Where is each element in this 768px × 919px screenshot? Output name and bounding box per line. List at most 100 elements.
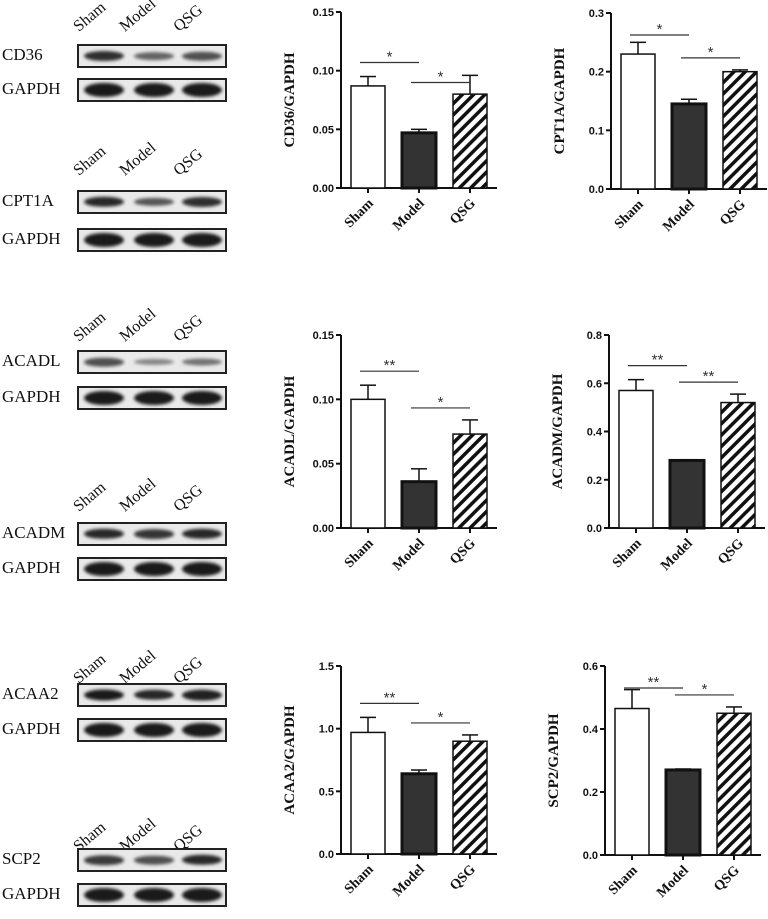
y-tick-label: 0.15 — [313, 7, 334, 19]
y-tick-label: 0.00 — [313, 183, 334, 195]
protein-band — [84, 855, 124, 865]
protein-band — [134, 358, 174, 366]
y-tick-label: 0.05 — [313, 124, 334, 136]
target-protein-label: CD36 — [2, 45, 43, 64]
x-tick-label: Model — [654, 863, 692, 901]
y-tick-label: 0.5 — [319, 786, 334, 798]
target-protein-label: ACADM — [2, 523, 66, 542]
bar-model — [668, 458, 706, 530]
y-tick-label: 1.5 — [319, 661, 334, 673]
x-tick-label: Sham — [342, 536, 377, 571]
y-tick-label: 0.0 — [583, 850, 598, 862]
y-axis-label: SCP2/GAPDH — [546, 713, 562, 808]
x-tick-label: Sham — [612, 197, 647, 232]
protein-band — [134, 562, 174, 576]
chart-acadl: 0.00 0.05 0.10 0.15 ACADL/GAPDH Sham Model QSG *… — [282, 330, 497, 574]
bar-sham — [350, 398, 386, 529]
y-tick-label: 0.6 — [583, 661, 598, 673]
significance-marker: ** — [384, 357, 396, 374]
x-tick-label: QSG — [715, 536, 747, 568]
protein-band — [182, 854, 222, 866]
y-axis-label: ACADM/GAPDH — [550, 373, 566, 489]
y-tick-label: 0.10 — [313, 394, 334, 406]
x-tick-label: QSG — [447, 862, 479, 894]
x-tick-label: Sham — [606, 863, 641, 898]
target-blot-strip — [77, 848, 227, 872]
x-tick-label: QSG — [717, 197, 749, 229]
y-tick-label: 0.10 — [313, 66, 334, 78]
y-tick-label: 0.4 — [583, 724, 599, 736]
chart-cd36: 0.00 0.05 0.10 0.15 CD36/GAPDH Sham Model QSG * * — [282, 7, 497, 234]
protein-band — [84, 83, 124, 97]
bar-sham — [614, 707, 650, 856]
bar-sham — [618, 389, 654, 529]
target-protein-label: ACADL — [2, 351, 61, 370]
x-tick-label: QSG — [447, 196, 479, 228]
protein-band — [134, 529, 174, 539]
bar-qsg — [452, 433, 488, 529]
bar-qsg — [722, 70, 758, 190]
bar-model — [670, 102, 708, 191]
x-tick-label: Sham — [342, 196, 377, 231]
protein-band — [134, 855, 174, 865]
significance-marker: * — [657, 21, 663, 38]
y-tick-label: 1.0 — [319, 724, 334, 736]
bar-qsg — [452, 740, 488, 855]
bar-model — [400, 131, 438, 190]
bar-model — [400, 480, 438, 530]
x-tick-label: Model — [390, 862, 428, 900]
protein-band — [84, 357, 124, 367]
significance-marker: ** — [652, 352, 664, 369]
y-axis-label: ACADL/GAPDH — [282, 375, 298, 487]
control-protein-label: GAPDH — [2, 229, 61, 248]
control-protein-label: GAPDH — [2, 719, 61, 738]
protein-band — [182, 196, 222, 208]
y-tick-label: 0.2 — [587, 475, 602, 487]
bar-sham — [350, 85, 386, 189]
x-tick-label: Model — [660, 197, 698, 235]
y-tick-label: 0.05 — [313, 459, 334, 471]
y-tick-label: 0.0 — [319, 849, 334, 861]
x-tick-label: QSG — [711, 863, 743, 895]
control-blot-strip — [77, 228, 227, 252]
significance-marker: * — [438, 394, 444, 411]
target-blot-strip — [77, 190, 227, 214]
protein-band — [182, 391, 222, 405]
y-tick-label: 0.0 — [589, 184, 604, 196]
y-tick-label: 0.2 — [583, 787, 598, 799]
control-protein-label: GAPDH — [2, 79, 61, 98]
significance-marker: * — [438, 709, 444, 726]
control-protein-label: GAPDH — [2, 387, 61, 406]
protein-band — [182, 888, 222, 902]
control-protein-label: GAPDH — [2, 884, 61, 903]
target-blot-strip — [77, 683, 227, 707]
y-tick-label: 0.0 — [587, 523, 602, 535]
x-tick-label: Sham — [342, 862, 377, 897]
bar-sham — [620, 53, 656, 190]
bar-qsg — [720, 401, 756, 529]
protein-band — [134, 233, 174, 247]
protein-band — [134, 197, 174, 207]
significance-marker: * — [708, 44, 714, 61]
protein-band — [182, 83, 222, 97]
y-tick-label: 0.3 — [589, 8, 604, 20]
bar-model — [664, 768, 702, 857]
significance-marker: ** — [384, 689, 396, 706]
protein-band — [134, 52, 174, 60]
chart-cpt1a: 0.0 0.1 0.2 0.3 CPT1A/GAPDH Sham Model QSG * * — [552, 8, 767, 235]
protein-band — [182, 233, 222, 247]
significance-marker: * — [438, 69, 444, 86]
protein-band — [84, 233, 124, 247]
bar-qsg — [716, 712, 752, 856]
protein-band — [84, 196, 124, 208]
protein-band — [134, 723, 174, 737]
target-blot-strip — [77, 522, 227, 546]
protein-band — [134, 888, 174, 902]
x-tick-label: QSG — [447, 536, 479, 568]
protein-band — [134, 689, 174, 701]
y-tick-label: 0.4 — [587, 427, 603, 439]
target-protein-label: CPT1A — [2, 191, 54, 210]
